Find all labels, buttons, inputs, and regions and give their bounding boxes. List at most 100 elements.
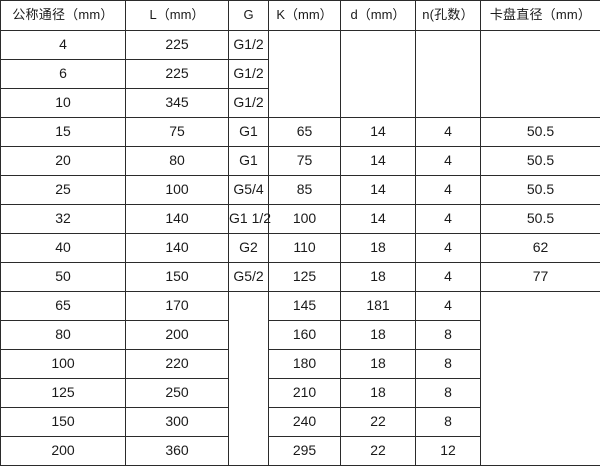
cell-hole-count: 4 [416, 176, 481, 205]
cell-nominal-diameter: 4 [1, 31, 126, 60]
cell-d: 18 [341, 321, 416, 350]
cell-hole-count: 4 [416, 234, 481, 263]
cell-chuck-diameter: 77 [481, 263, 600, 292]
column-header-d: d（mm） [341, 1, 416, 31]
cell-length: 250 [126, 379, 229, 408]
cell-thread: G5/2 [229, 263, 269, 292]
cell-d: 14 [341, 147, 416, 176]
cell-k: 210 [269, 379, 341, 408]
column-header-k: K（mm） [269, 1, 341, 31]
column-header-thread: G [229, 1, 269, 31]
cell-d: 14 [341, 118, 416, 147]
cell-chuck-diameter: 62 [481, 234, 600, 263]
cell-length: 140 [126, 205, 229, 234]
table-row: 15 75 G1 65 14 4 50.5 [1, 118, 600, 147]
cell-n-empty-group [416, 31, 481, 118]
cell-thread: G1/2 [229, 31, 269, 60]
cell-length: 220 [126, 350, 229, 379]
cell-thread-empty-group [229, 292, 269, 466]
cell-thread: G1/2 [229, 60, 269, 89]
cell-length: 225 [126, 31, 229, 60]
cell-k: 180 [269, 350, 341, 379]
cell-hole-count: 8 [416, 379, 481, 408]
table-row: 40 140 G2 110 18 4 62 [1, 234, 600, 263]
cell-nominal-diameter: 20 [1, 147, 126, 176]
table-row: 25 100 G5/4 85 14 4 50.5 [1, 176, 600, 205]
cell-length: 75 [126, 118, 229, 147]
cell-d: 22 [341, 408, 416, 437]
cell-length: 100 [126, 176, 229, 205]
cell-d: 18 [341, 234, 416, 263]
table-row: 50 150 G5/2 125 18 4 77 [1, 263, 600, 292]
cell-hole-count: 4 [416, 263, 481, 292]
column-header-hole-count: n(孔数） [416, 1, 481, 31]
cell-k: 110 [269, 234, 341, 263]
cell-hole-count: 4 [416, 292, 481, 321]
cell-d: 18 [341, 263, 416, 292]
cell-length: 80 [126, 147, 229, 176]
cell-length: 140 [126, 234, 229, 263]
table-row: 4 225 G1/2 [1, 31, 600, 60]
cell-k: 65 [269, 118, 341, 147]
cell-k: 145 [269, 292, 341, 321]
column-header-chuck-diameter: 卡盘直径（mm） [481, 1, 600, 31]
table-row: 20 80 G1 75 14 4 50.5 [1, 147, 600, 176]
cell-k: 75 [269, 147, 341, 176]
cell-length: 225 [126, 60, 229, 89]
cell-nominal-diameter: 10 [1, 89, 126, 118]
cell-d-empty-group [341, 31, 416, 118]
cell-hole-count: 4 [416, 147, 481, 176]
cell-d: 14 [341, 205, 416, 234]
cell-length: 360 [126, 437, 229, 466]
cell-hole-count: 8 [416, 350, 481, 379]
cell-d: 181 [341, 292, 416, 321]
cell-k: 240 [269, 408, 341, 437]
cell-hole-count: 8 [416, 408, 481, 437]
cell-length: 345 [126, 89, 229, 118]
cell-nominal-diameter: 32 [1, 205, 126, 234]
cell-nominal-diameter: 15 [1, 118, 126, 147]
cell-thread: G1 1/2 [229, 205, 269, 234]
cell-length: 200 [126, 321, 229, 350]
cell-chuck-empty-group-top [481, 31, 600, 118]
cell-hole-count: 4 [416, 118, 481, 147]
cell-nominal-diameter: 125 [1, 379, 126, 408]
table-row: 65 170 145 181 4 [1, 292, 600, 321]
cell-hole-count: 4 [416, 205, 481, 234]
cell-thread: G1 [229, 118, 269, 147]
cell-nominal-diameter: 50 [1, 263, 126, 292]
cell-k: 160 [269, 321, 341, 350]
cell-d: 14 [341, 176, 416, 205]
table-header: 公称通径（mm） L（mm） G K（mm） d（mm） n(孔数） 卡盘直径（… [1, 1, 600, 31]
cell-nominal-diameter: 25 [1, 176, 126, 205]
cell-chuck-empty-group-bottom [481, 292, 600, 466]
cell-d: 18 [341, 379, 416, 408]
cell-k-empty-group [269, 31, 341, 118]
cell-k: 100 [269, 205, 341, 234]
cell-thread: G5/4 [229, 176, 269, 205]
cell-nominal-diameter: 150 [1, 408, 126, 437]
cell-k: 295 [269, 437, 341, 466]
cell-hole-count: 12 [416, 437, 481, 466]
cell-d: 22 [341, 437, 416, 466]
cell-thread: G1/2 [229, 89, 269, 118]
header-row: 公称通径（mm） L（mm） G K（mm） d（mm） n(孔数） 卡盘直径（… [1, 1, 600, 31]
cell-hole-count: 8 [416, 321, 481, 350]
cell-chuck-diameter: 50.5 [481, 176, 600, 205]
cell-nominal-diameter: 6 [1, 60, 126, 89]
column-header-nominal-diameter: 公称通径（mm） [1, 1, 126, 31]
cell-chuck-diameter: 50.5 [481, 205, 600, 234]
table-row: 32 140 G1 1/2 100 14 4 50.5 [1, 205, 600, 234]
cell-length: 300 [126, 408, 229, 437]
cell-k: 85 [269, 176, 341, 205]
cell-thread: G1 [229, 147, 269, 176]
cell-d: 18 [341, 350, 416, 379]
cell-length: 170 [126, 292, 229, 321]
cell-nominal-diameter: 80 [1, 321, 126, 350]
cell-k: 125 [269, 263, 341, 292]
cell-nominal-diameter: 40 [1, 234, 126, 263]
cell-chuck-diameter: 50.5 [481, 147, 600, 176]
table-body: 4 225 G1/2 6 225 G1/2 10 345 G1/2 15 75 … [1, 31, 600, 466]
cell-length: 150 [126, 263, 229, 292]
